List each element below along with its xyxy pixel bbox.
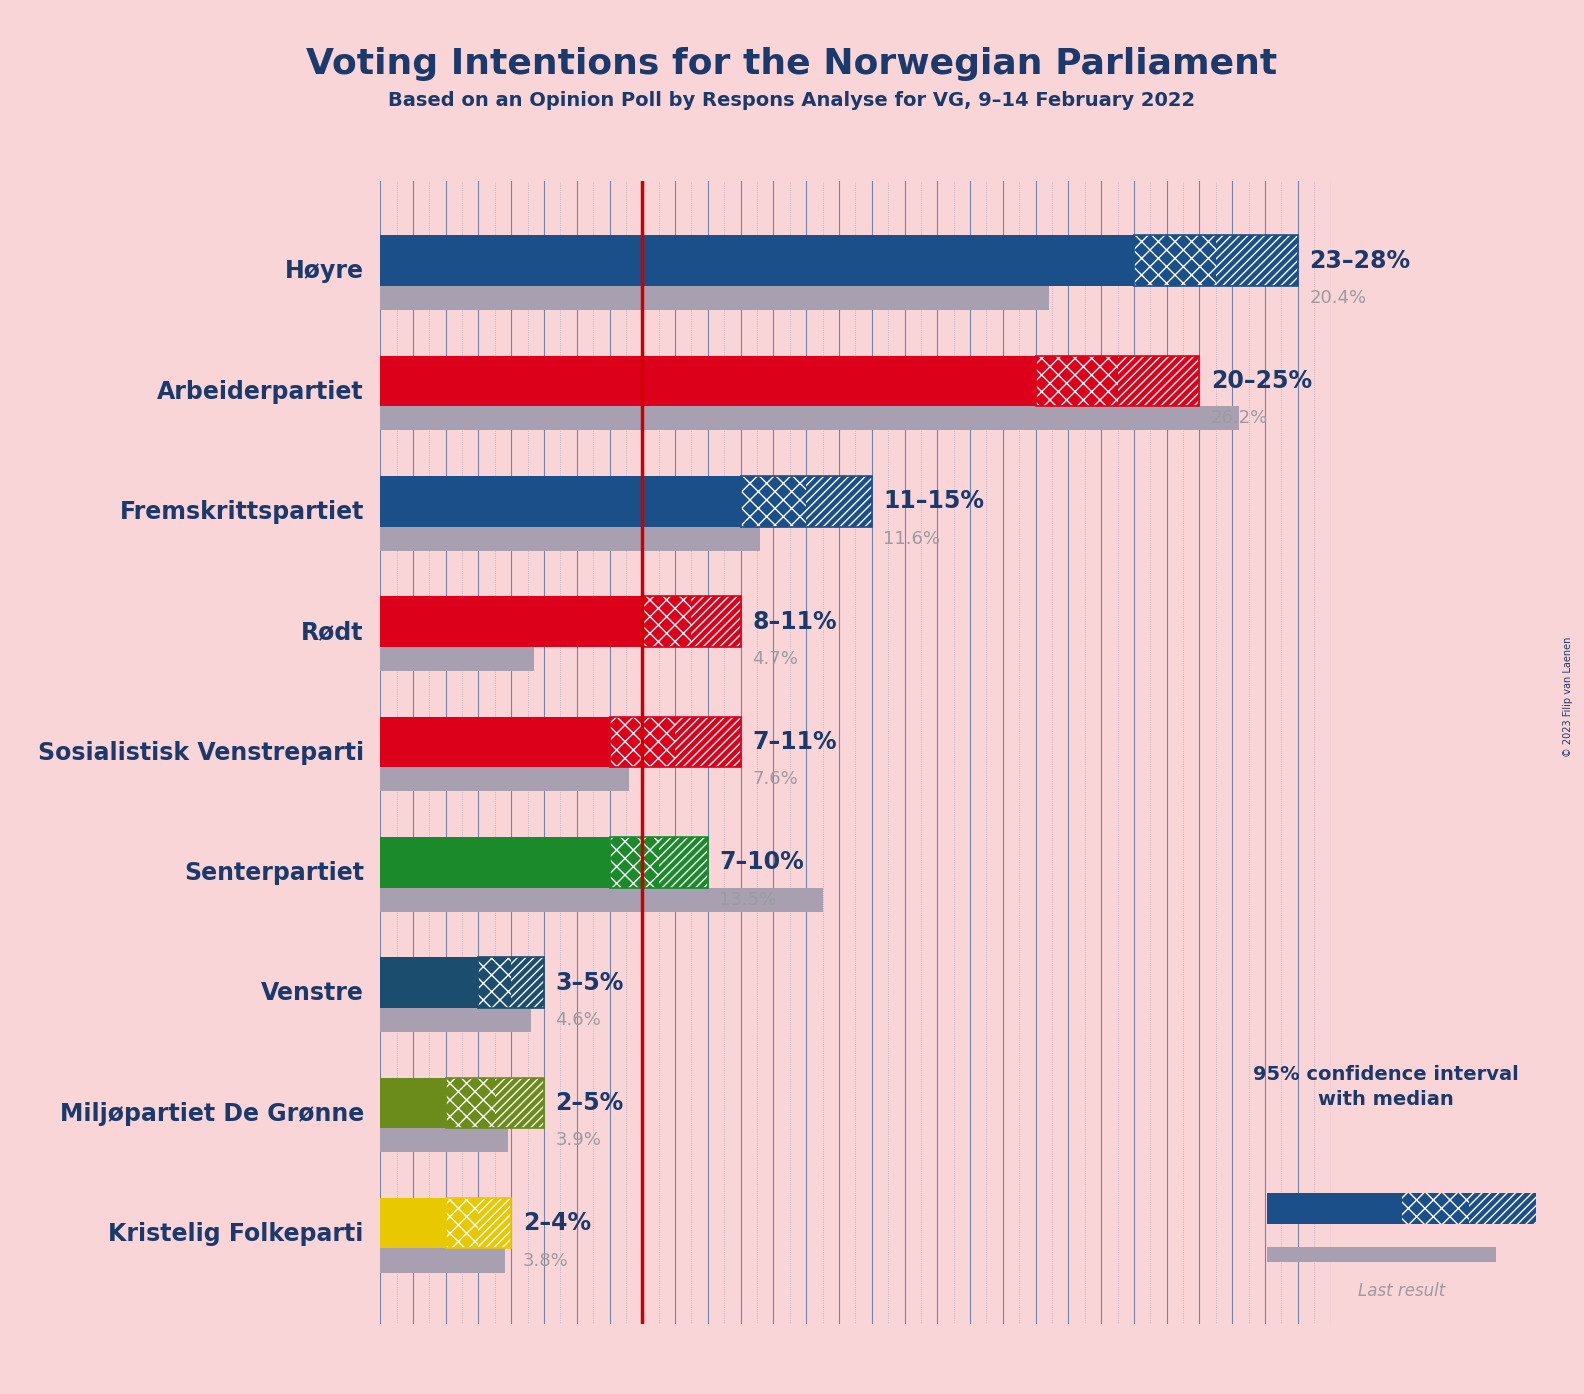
Bar — [380, 717, 610, 767]
Text: Miljøpartiet De Grønne: Miljøpartiet De Grønne — [60, 1101, 364, 1126]
Bar — [380, 1128, 508, 1153]
Bar — [380, 475, 741, 527]
Bar — [1470, 1193, 1536, 1224]
Bar — [659, 836, 708, 888]
Bar — [692, 597, 741, 647]
Text: 2–4%: 2–4% — [523, 1211, 591, 1235]
Bar — [643, 597, 741, 647]
Bar — [380, 647, 534, 671]
Bar — [380, 888, 822, 912]
Bar — [478, 958, 512, 1008]
Bar — [643, 597, 692, 647]
Bar — [1118, 355, 1199, 406]
Text: 3.9%: 3.9% — [556, 1131, 602, 1149]
Bar — [380, 958, 478, 1008]
Bar — [380, 767, 629, 792]
Bar — [445, 1078, 494, 1128]
Text: Rødt: Rødt — [301, 620, 364, 644]
Bar — [1402, 1193, 1470, 1224]
Text: Venstre: Venstre — [261, 981, 364, 1005]
Text: 7–10%: 7–10% — [719, 850, 805, 874]
Bar — [380, 236, 1134, 286]
Bar — [1036, 355, 1199, 406]
Bar — [445, 1078, 543, 1128]
Bar — [478, 958, 543, 1008]
Bar — [494, 1078, 543, 1128]
Text: Høyre: Høyre — [285, 259, 364, 283]
Text: Senterpartiet: Senterpartiet — [184, 861, 364, 885]
Text: 4.7%: 4.7% — [752, 650, 798, 668]
Bar — [380, 1078, 445, 1128]
Text: Based on an Opinion Poll by Respons Analyse for VG, 9–14 February 2022: Based on an Opinion Poll by Respons Anal… — [388, 91, 1196, 110]
Text: Last result: Last result — [1357, 1282, 1446, 1299]
Bar — [1036, 355, 1118, 406]
Text: 95% confidence interval
with median: 95% confidence interval with median — [1253, 1065, 1519, 1110]
Bar — [1267, 1248, 1497, 1262]
Bar — [380, 527, 760, 551]
Text: 4.6%: 4.6% — [556, 1011, 602, 1029]
Bar — [1217, 236, 1297, 286]
Text: 3–5%: 3–5% — [556, 970, 624, 994]
Text: Kristelig Folkeparti: Kristelig Folkeparti — [108, 1223, 364, 1246]
Bar — [380, 355, 1036, 406]
Text: 8–11%: 8–11% — [752, 609, 836, 634]
Bar — [1134, 236, 1297, 286]
Text: 3.8%: 3.8% — [523, 1252, 569, 1270]
Text: 11.6%: 11.6% — [884, 530, 941, 548]
Text: 7.6%: 7.6% — [752, 771, 798, 788]
Bar — [380, 286, 1049, 309]
Bar — [445, 1197, 478, 1249]
Text: 23–28%: 23–28% — [1310, 248, 1410, 273]
Bar — [478, 1197, 512, 1249]
Bar — [380, 406, 1239, 431]
Text: © 2023 Filip van Laenen: © 2023 Filip van Laenen — [1563, 637, 1573, 757]
Text: Sosialistisk Venstreparti: Sosialistisk Venstreparti — [38, 740, 364, 765]
Text: Fremskrittspartiet: Fremskrittspartiet — [119, 500, 364, 524]
Bar — [512, 958, 543, 1008]
Bar — [610, 717, 675, 767]
Text: 13.5%: 13.5% — [719, 891, 776, 909]
Bar — [380, 836, 610, 888]
Bar — [380, 1197, 445, 1249]
Bar — [741, 475, 806, 527]
Text: 11–15%: 11–15% — [884, 489, 984, 513]
Bar — [610, 836, 708, 888]
Text: 20.4%: 20.4% — [1310, 289, 1367, 307]
Bar — [445, 1197, 512, 1249]
Bar — [675, 717, 741, 767]
Bar — [610, 717, 741, 767]
Bar — [380, 597, 643, 647]
Bar — [1134, 236, 1217, 286]
Text: Voting Intentions for the Norwegian Parliament: Voting Intentions for the Norwegian Parl… — [306, 47, 1278, 81]
Bar — [380, 1008, 531, 1032]
Text: 7–11%: 7–11% — [752, 730, 836, 754]
Text: 26.2%: 26.2% — [1210, 410, 1269, 427]
Bar — [610, 836, 659, 888]
Bar — [806, 475, 871, 527]
Text: 2–5%: 2–5% — [556, 1092, 624, 1115]
Bar — [741, 475, 871, 527]
Text: Arbeiderpartiet: Arbeiderpartiet — [157, 379, 364, 404]
Bar — [1267, 1193, 1402, 1224]
Text: 20–25%: 20–25% — [1210, 369, 1312, 393]
Bar — [380, 1249, 505, 1273]
